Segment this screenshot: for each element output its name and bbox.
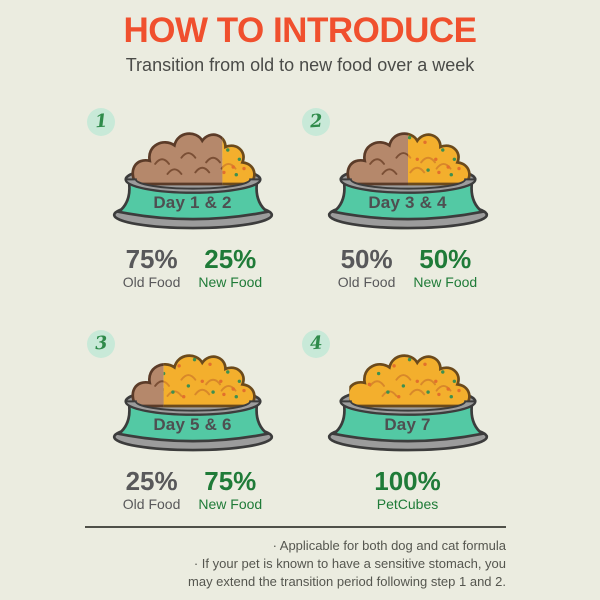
header: HOW TO INTRODUCE Transition from old to … <box>0 0 600 76</box>
percentages: 75% Old Food 25% New Food <box>85 246 300 290</box>
new-food-value: 75% <box>204 465 257 496</box>
footer-notes: · Applicable for both dog and cat formul… <box>85 526 506 591</box>
day-label: Day 3 & 4 <box>368 193 447 212</box>
old-food-stat: 25% Old Food <box>123 468 181 512</box>
bowl-graphic: Day 3 & 4 <box>323 116 493 232</box>
day-label: Day 7 <box>384 414 431 434</box>
steps-grid: 1 Day 1 & 2 75% Old Food 25% New Food 2 … <box>85 106 515 512</box>
pet-bowl-icon <box>323 338 493 454</box>
day-label: Day 5 & 6 <box>153 414 232 434</box>
old-food-label: Old Food <box>337 273 396 290</box>
pet-bowl-icon <box>323 116 493 232</box>
new-food-label: New Food <box>198 495 263 512</box>
new-food-stat: 75% New Food <box>198 468 262 512</box>
step-number: 1 <box>93 110 108 133</box>
step-number-badge: 2 <box>302 108 330 136</box>
footer-note-line: may extend the transition period followi… <box>188 574 506 589</box>
step-cell: 2 Day 3 & 4 50% Old Food 50% New Food <box>300 106 515 290</box>
bowl-graphic: Day 5 & 6 <box>108 338 278 454</box>
old-food-value: 50% <box>340 243 393 274</box>
new-food-label: New Food <box>198 273 263 290</box>
step-cell: 3 Day 5 & 6 25% Old Food 75% New Food <box>85 328 300 512</box>
percentages: 100% PetCubes <box>300 468 515 512</box>
old-food-label: Old Food <box>122 495 181 512</box>
old-food-label: Old Food <box>122 273 181 290</box>
new-food-label: PetCubes <box>376 495 439 512</box>
step-cell: 4 Day 7 100% PetCubes <box>300 328 515 512</box>
page-title: HOW TO INTRODUCE <box>123 11 477 50</box>
bowl-graphic: Day 1 & 2 <box>108 116 278 232</box>
old-food-value: 75% <box>125 243 178 274</box>
new-food-stat: 50% New Food <box>413 246 477 290</box>
step-number: 2 <box>308 110 323 133</box>
step-number-badge: 1 <box>87 108 115 136</box>
step-number-badge: 3 <box>87 329 115 358</box>
step-number-badge: 4 <box>302 329 330 358</box>
pet-bowl-icon <box>108 116 278 232</box>
new-food-label: New Food <box>413 273 478 290</box>
new-food-stat: 100% PetCubes <box>374 468 441 512</box>
new-food-value: 50% <box>419 243 472 274</box>
footer-note-line: · If your pet is known to have a sensiti… <box>193 556 506 571</box>
step-number: 3 <box>93 332 108 355</box>
pet-bowl-icon <box>108 338 278 454</box>
page-subtitle: Transition from old to new food over a w… <box>125 55 475 75</box>
bowl-graphic: Day 7 <box>323 338 493 454</box>
day-label: Day 1 & 2 <box>153 193 232 212</box>
step-number: 4 <box>308 332 323 355</box>
old-food-stat: 75% Old Food <box>123 246 181 290</box>
new-food-stat: 25% New Food <box>198 246 262 290</box>
old-food-stat: 50% Old Food <box>338 246 396 290</box>
percentages: 50% Old Food 50% New Food <box>300 246 515 290</box>
footer-note-line: · Applicable for both dog and cat formul… <box>272 538 506 553</box>
percentages: 25% Old Food 75% New Food <box>85 468 300 512</box>
new-food-value: 100% <box>374 465 441 496</box>
step-cell: 1 Day 1 & 2 75% Old Food 25% New Food <box>85 106 300 290</box>
new-food-value: 25% <box>204 243 257 274</box>
old-food-value: 25% <box>125 465 178 496</box>
